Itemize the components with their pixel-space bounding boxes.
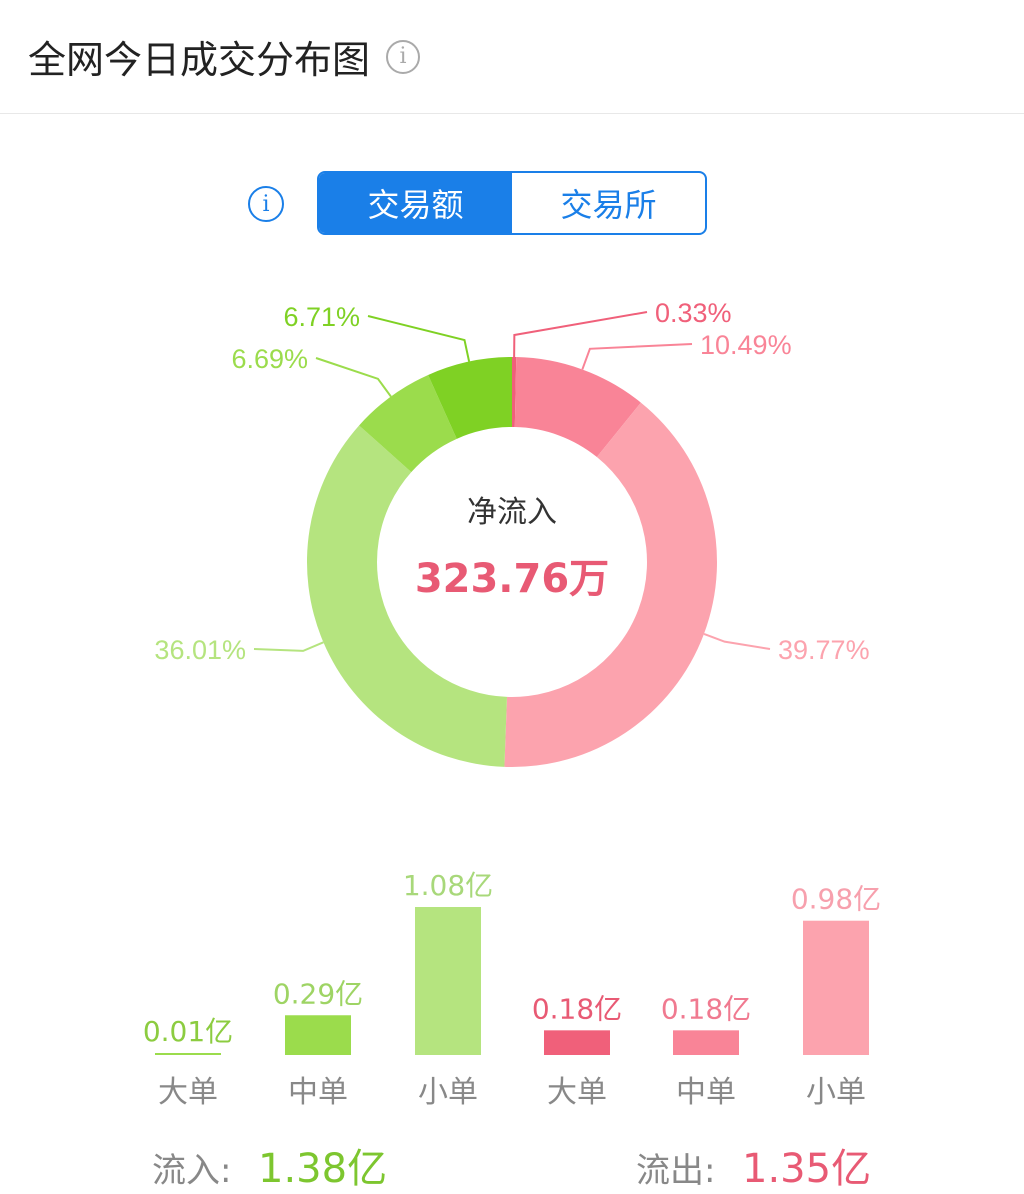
bar — [803, 920, 869, 1055]
leader-line — [581, 343, 693, 370]
bar-value-label: 1.08亿 — [403, 869, 493, 902]
bar — [155, 1053, 221, 1055]
pie-label: 6.69% — [231, 344, 308, 374]
bar-category-label: 大单 — [158, 1075, 218, 1110]
tab-switch: 交易额 交易所 — [317, 171, 707, 235]
pie-slice — [359, 374, 457, 473]
leader-line — [367, 315, 471, 362]
bar-category-label: 中单 — [676, 1075, 736, 1110]
bar — [544, 1030, 610, 1055]
inflow-label: 流入: — [152, 1151, 231, 1191]
info-icon[interactable]: i — [248, 186, 284, 222]
bar-value-label: 0.18亿 — [532, 992, 622, 1025]
inflow-value: 1.38亿 — [258, 1146, 387, 1192]
bar-value-label: 0.98亿 — [791, 883, 881, 916]
bar-category-label: 小单 — [806, 1075, 866, 1110]
leader-line — [315, 357, 392, 398]
pie-label: 39.77% — [778, 635, 870, 665]
outflow-value: 1.35亿 — [742, 1146, 871, 1192]
leader-line — [253, 641, 324, 652]
leader-line — [703, 632, 771, 650]
header: 全网今日成交分布图 i — [0, 0, 1024, 114]
pie-label: 36.01% — [154, 635, 246, 665]
leader-line — [513, 311, 648, 358]
page-title: 全网今日成交分布图 — [28, 38, 371, 82]
center-value: 323.76万 — [415, 556, 609, 602]
center-label: 净流入 — [467, 495, 557, 530]
bar-value-label: 0.29亿 — [273, 977, 363, 1010]
info-icon[interactable]: i — [386, 39, 421, 74]
pie-slice — [512, 357, 517, 428]
outflow-label: 流出: — [636, 1151, 715, 1191]
pie-slice — [504, 402, 717, 767]
bar — [673, 1030, 739, 1055]
bar-category-label: 小单 — [418, 1075, 478, 1110]
pie-label: 0.33% — [655, 298, 732, 328]
bar — [415, 907, 481, 1055]
pie-slice — [428, 357, 512, 439]
pie-slice — [514, 357, 641, 458]
pie-label: 6.71% — [283, 302, 360, 332]
bar-category-label: 大单 — [547, 1075, 607, 1110]
tab-amount[interactable]: 交易额 — [319, 173, 512, 233]
tab-exchange[interactable]: 交易所 — [560, 186, 657, 224]
bar-category-label: 中单 — [288, 1075, 348, 1110]
bar-value-label: 0.18亿 — [661, 992, 751, 1025]
bar-value-label: 0.01亿 — [143, 1015, 233, 1048]
pie-slice — [307, 425, 507, 767]
pie-label: 10.49% — [700, 330, 792, 360]
bar — [285, 1015, 351, 1055]
